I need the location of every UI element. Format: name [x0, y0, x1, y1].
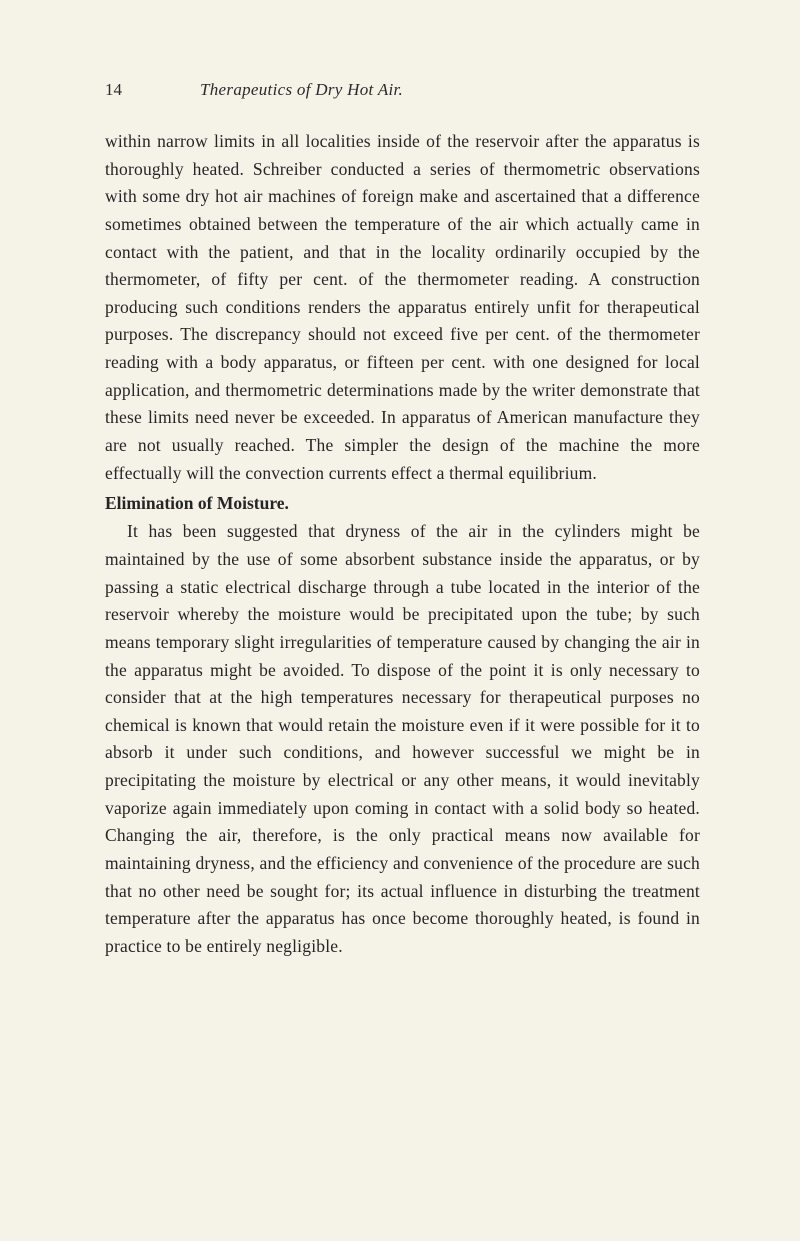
paragraph-1: within narrow limits in all localities i…: [105, 128, 700, 487]
running-title: Therapeutics of Dry Hot Air.: [200, 80, 403, 100]
section-heading-1: Elimination of Moisture.: [105, 493, 700, 514]
paragraph-2: It has been suggested that dryness of th…: [105, 518, 700, 960]
page-container: 14 Therapeutics of Dry Hot Air. within n…: [0, 0, 800, 1241]
page-number: 14: [105, 80, 122, 100]
page-header: 14 Therapeutics of Dry Hot Air.: [105, 80, 700, 100]
